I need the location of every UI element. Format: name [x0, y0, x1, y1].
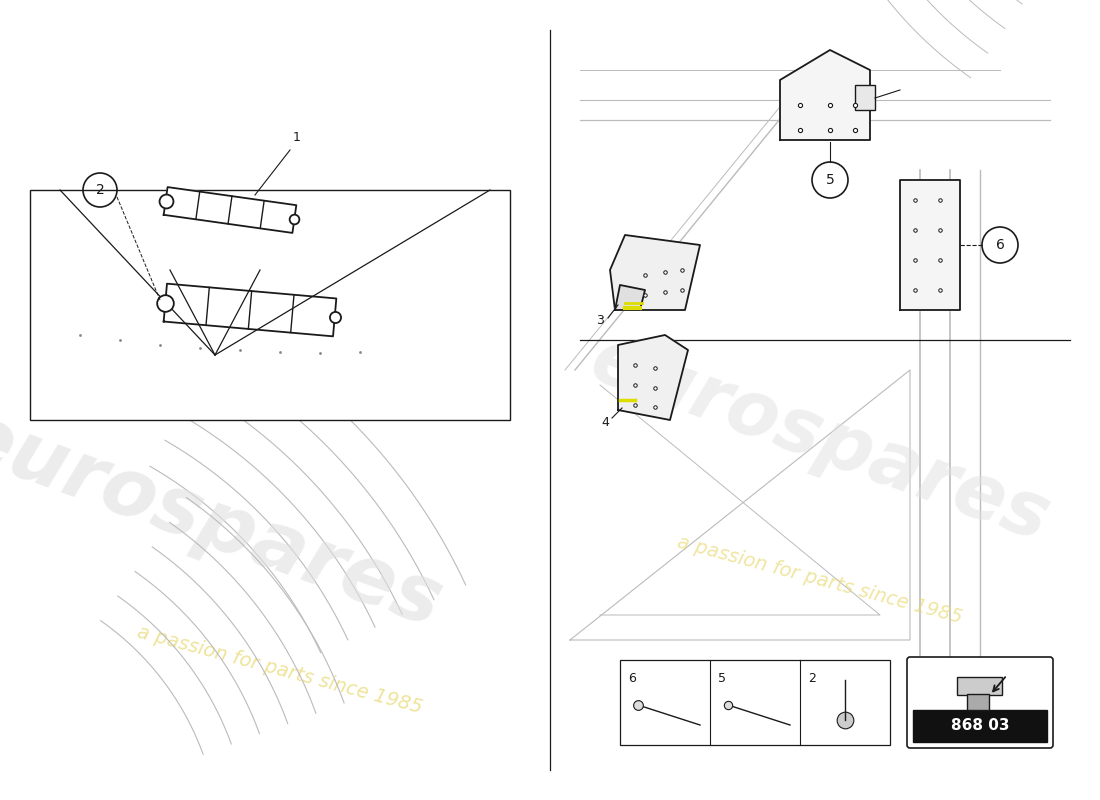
- Text: eurospares: eurospares: [581, 322, 1059, 558]
- Text: 2: 2: [96, 183, 104, 197]
- Polygon shape: [164, 284, 337, 336]
- Bar: [967, 694, 989, 710]
- Polygon shape: [780, 50, 870, 140]
- Bar: [855, 85, 875, 110]
- Bar: [957, 677, 1002, 695]
- FancyBboxPatch shape: [908, 657, 1053, 748]
- Text: a passion for parts since 1985: a passion for parts since 1985: [675, 533, 965, 627]
- Polygon shape: [618, 335, 688, 420]
- Text: 2: 2: [808, 672, 816, 685]
- Polygon shape: [615, 285, 645, 310]
- Text: 4: 4: [601, 415, 609, 429]
- Text: a passion for parts since 1985: a passion for parts since 1985: [135, 622, 425, 718]
- Text: 6: 6: [628, 672, 636, 685]
- Bar: [30, 190, 510, 420]
- Text: 1: 1: [293, 131, 301, 144]
- Text: 868 03: 868 03: [950, 718, 1010, 734]
- Text: 3: 3: [596, 314, 604, 326]
- Bar: [620, 660, 890, 745]
- Text: eurospares: eurospares: [0, 396, 452, 644]
- Polygon shape: [164, 187, 296, 233]
- Polygon shape: [900, 180, 960, 310]
- Text: 6: 6: [996, 238, 1004, 252]
- Polygon shape: [610, 235, 700, 310]
- Text: 5: 5: [718, 672, 726, 685]
- Bar: [913, 710, 1047, 742]
- Text: 5: 5: [826, 173, 835, 187]
